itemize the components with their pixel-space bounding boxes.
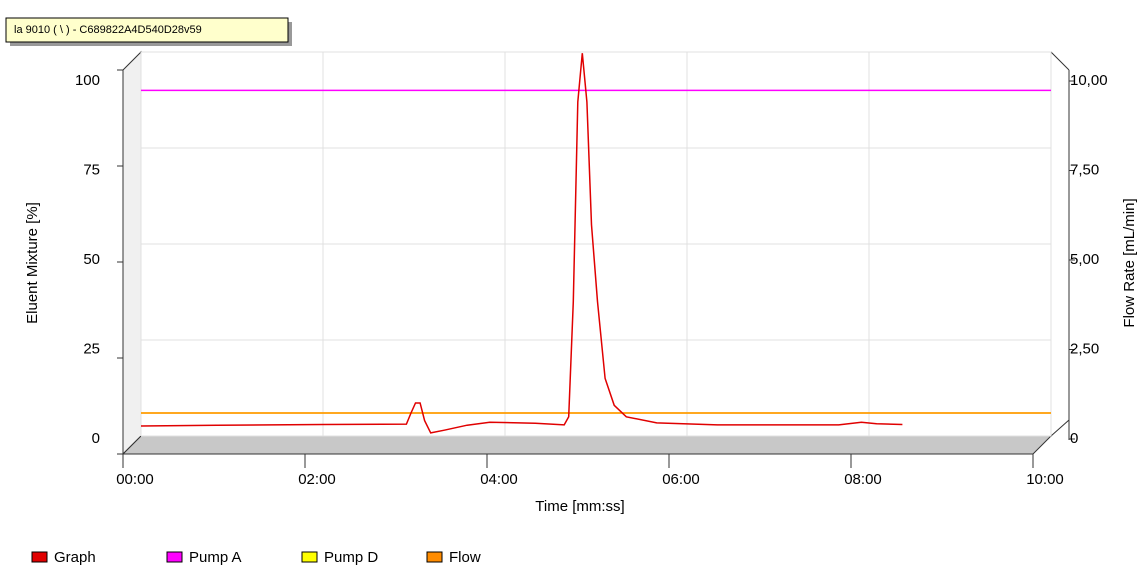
x-tick-label: 06:00 (662, 471, 700, 488)
y2-tick-label: 10,00 (1070, 72, 1108, 89)
floor (121, 435, 1053, 455)
right-edge (1050, 51, 1070, 71)
left-wall (122, 50, 142, 456)
y-tick-label: 25 (83, 340, 100, 357)
y2-tick-label: 2,50 (1070, 340, 1099, 357)
legend-swatch (426, 551, 443, 563)
y-tick-label: 50 (83, 251, 100, 268)
x-tick-label: 00:00 (116, 471, 154, 488)
y-tick-label: 100 (75, 72, 100, 89)
legend-label: Pump D (324, 549, 378, 566)
y2-tick-label: 7,50 (1070, 161, 1099, 178)
x-tick-label: 08:00 (844, 471, 882, 488)
series-line (140, 53, 903, 434)
y2-tick-label: 5,00 (1070, 251, 1099, 268)
y-tick-label: 75 (83, 161, 100, 178)
legend-label: Graph (54, 549, 96, 566)
legend-swatch (301, 551, 318, 563)
y2-tick-label: 0 (1070, 430, 1078, 447)
y-axis-label: Eluent Mixture [%] (24, 202, 41, 324)
legend-label: Flow (449, 549, 481, 566)
y-tick-label: 0 (92, 430, 100, 447)
right-edge (1050, 419, 1070, 437)
x-axis-label: Time [mm:ss] (535, 498, 624, 515)
legend-label: Pump A (189, 549, 242, 566)
y2-axis-label: Flow Rate [mL/min] (1121, 198, 1138, 327)
title-box (5, 17, 289, 43)
legend-swatch (31, 551, 48, 563)
chart-title: la 9010 ( \ ) - C689822A4D540D28v59 (14, 24, 202, 36)
x-tick-label: 04:00 (480, 471, 518, 488)
legend-swatch (166, 551, 183, 563)
x-tick-label: 10:00 (1026, 471, 1064, 488)
x-tick-label: 02:00 (298, 471, 336, 488)
